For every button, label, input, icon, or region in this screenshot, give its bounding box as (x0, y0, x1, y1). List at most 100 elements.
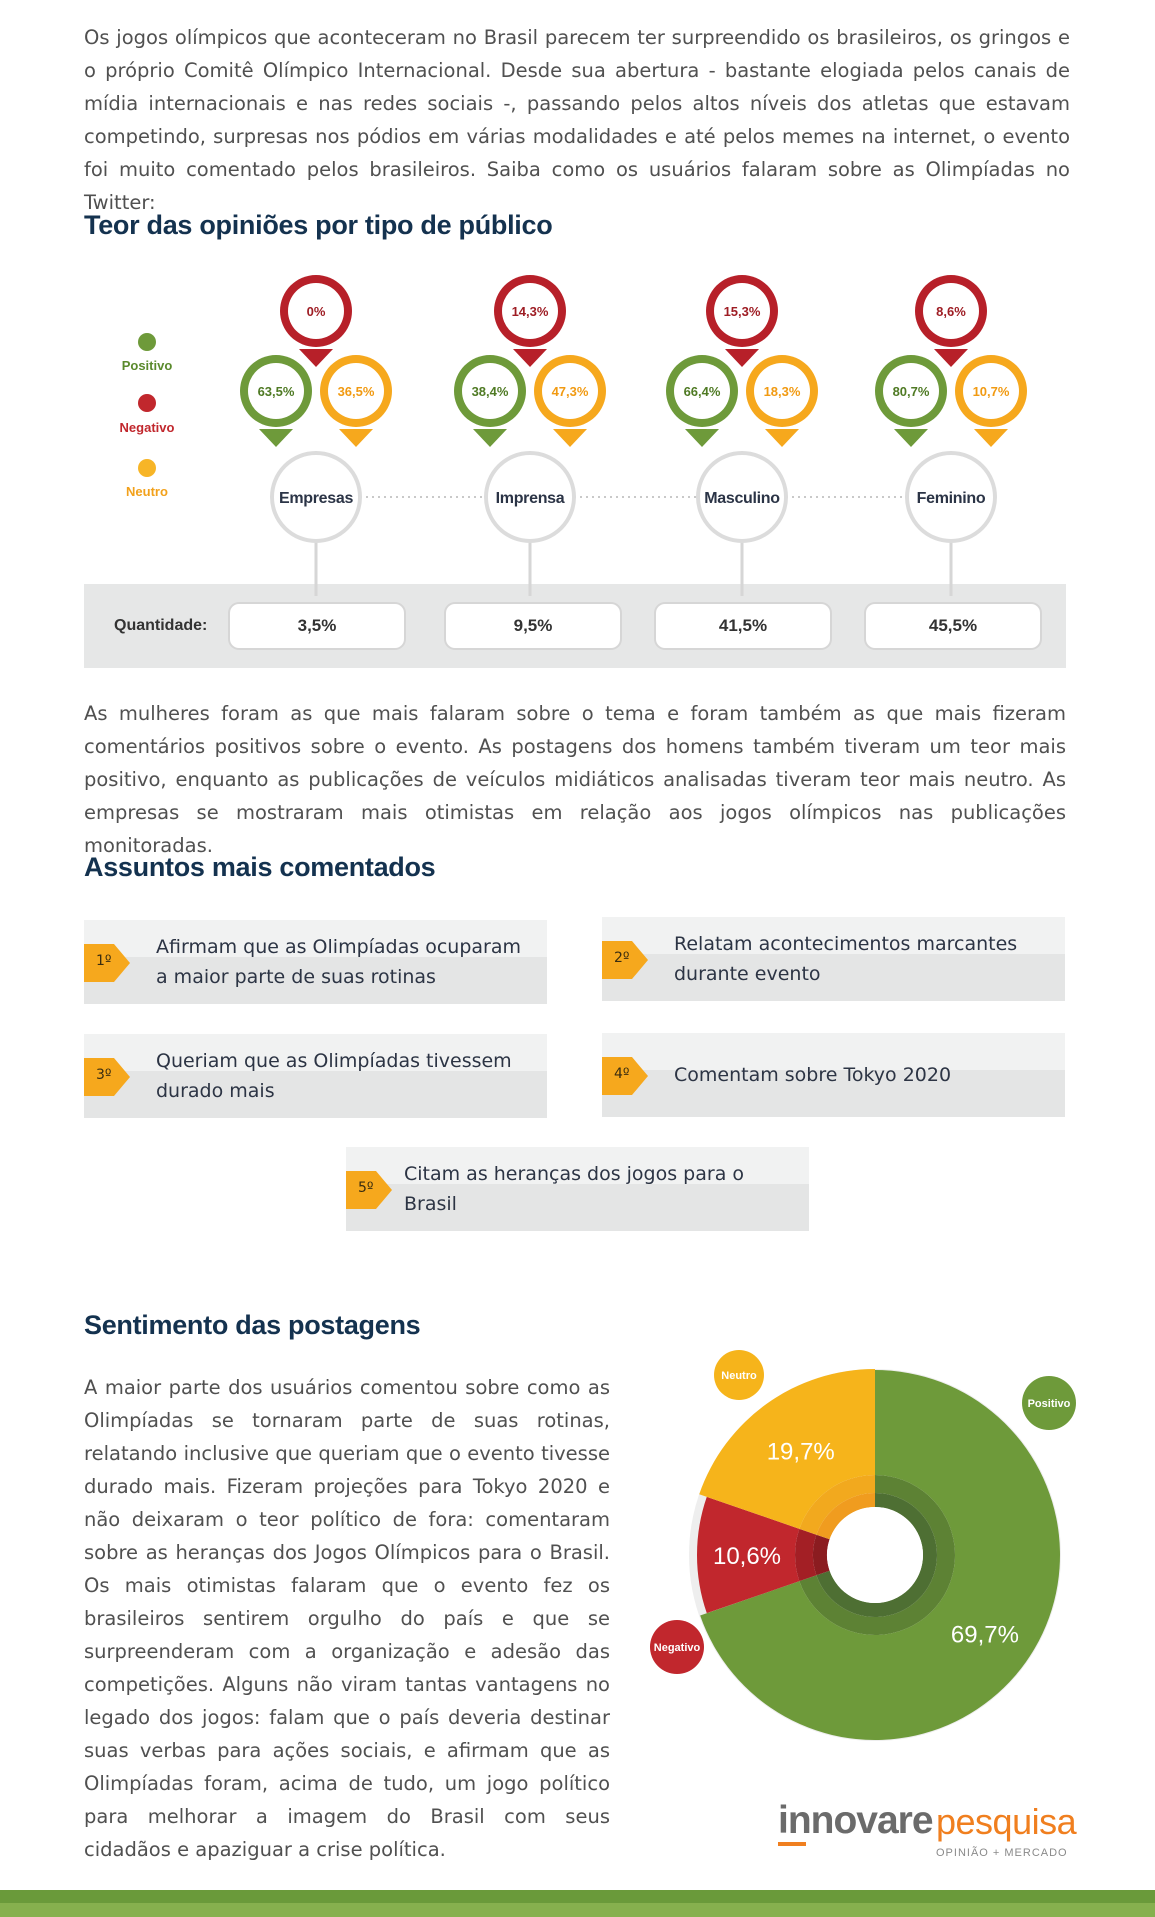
quantity-value: 9,5% (449, 607, 617, 645)
legend-positive-label: Positivo (121, 358, 173, 373)
category-circle (905, 451, 997, 543)
sentiment-bubble (714, 1350, 764, 1400)
pin-center (502, 283, 558, 339)
pin-pointer (765, 429, 799, 447)
positive-pin: 63,5% (240, 355, 312, 447)
pin-value-label: 66,4% (684, 384, 721, 399)
positive-pin: 66,4% (666, 355, 738, 447)
negative-pin: 14,3% (494, 275, 566, 367)
topic-text: Comentam sobre Tokyo 2020 (674, 1064, 952, 1086)
sentiment-bubble-label: Positivo (1028, 1398, 1071, 1410)
logo-part2: pesquisa (936, 1801, 1077, 1842)
quantity-value: 3,5% (233, 607, 401, 645)
pie-slice-core-band (816, 1493, 875, 1540)
quantity-label: Quantidade: (114, 617, 208, 634)
category-label: Empresas (279, 490, 353, 507)
topic-text: Queriam que as Olimpíadas tivessem durad… (156, 1050, 512, 1102)
positive-pin: 80,7% (875, 355, 947, 447)
topic-card: 3º Queriam que as Olimpíadas tivessem du… (84, 1034, 547, 1118)
sentiment-bubble (650, 1620, 704, 1674)
negative-pin: 0% (280, 275, 352, 367)
category-label: Imprensa (496, 490, 565, 507)
pin-center (248, 363, 304, 419)
pin-pointer (685, 429, 719, 447)
category-label: Feminino (917, 490, 986, 507)
legend-neutral-dot (138, 459, 156, 477)
pin-center (754, 363, 810, 419)
topic-card: 4º Comentam sobre Tokyo 2020 (602, 1033, 1065, 1117)
topic-card: 5º Citam as heranças dos jogos para o Br… (346, 1147, 809, 1231)
pin-center (714, 283, 770, 339)
pin-pointer (974, 429, 1008, 447)
category-circle (484, 451, 576, 543)
pin-pointer (725, 349, 759, 367)
neutral-pin: 47,3% (534, 355, 606, 447)
pin-pointer (934, 349, 968, 367)
neutral-pin: 36,5% (320, 355, 392, 447)
quantity-value: 41,5% (659, 607, 827, 645)
category-label: Masculino (704, 490, 780, 507)
pin-center (288, 283, 344, 339)
pie-slice (697, 1496, 800, 1614)
pin-value-label: 80,7% (893, 384, 930, 399)
innovare-logo: innovare pesquisa OPINIÃO + MERCADO (778, 1799, 1078, 1865)
sentiment-paragraph: A maior parte dos usuários comentou sobr… (84, 1376, 610, 1861)
pin-value-label: 15,3% (724, 304, 761, 319)
pin-value-label: 47,3% (552, 384, 589, 399)
section-title-opinions: Teor das opiniões por tipo de público (84, 210, 553, 240)
opinion-pins-chart: 0% 63,5% 36,5% Empresas 14,3% 38,4% 47,3% Impre… (240, 275, 1027, 596)
topic-text: Relatam acontecimentos marcantes durante… (674, 933, 1018, 985)
category-circle (696, 451, 788, 543)
pie-hole (827, 1507, 923, 1603)
pin-value-label: 63,5% (258, 384, 295, 399)
pie-slice-inner-band (799, 1475, 875, 1535)
topic-card: 1º Afirmam que as Olimpíadas ocuparam a … (84, 920, 547, 1004)
pin-center (883, 363, 939, 419)
rank-tag-icon (346, 1171, 392, 1209)
pin-value-label: 14,3% (512, 304, 549, 319)
opinion-summary-paragraph: As mulheres foram as que mais falaram so… (84, 702, 1066, 857)
pin-pointer (299, 349, 333, 367)
pin-center (462, 363, 518, 419)
pie-slice-label: 69,7% (951, 1621, 1019, 1648)
rank-tag-icon (84, 944, 130, 982)
positive-pin: 38,4% (454, 355, 526, 447)
pie-slice-inner-band (795, 1528, 817, 1582)
pin-value-label: 10,7% (973, 384, 1010, 399)
negative-pin: 15,3% (706, 275, 778, 367)
pin-value-label: 0% (307, 304, 326, 319)
pin-value-label: 38,4% (472, 384, 509, 399)
pin-value-label: 8,6% (936, 304, 966, 319)
pin-center (328, 363, 384, 419)
rank-tag-icon (602, 941, 648, 979)
pin-pointer (339, 429, 373, 447)
topic-rank: 2º (614, 950, 630, 966)
footer-band-light (0, 1903, 1155, 1917)
negative-pin: 8,6% (915, 275, 987, 367)
topic-text: Citam as heranças dos jogos para o Brasi… (404, 1163, 744, 1215)
pie-slice-label: 19,7% (767, 1439, 835, 1466)
pin-value-label: 36,5% (338, 384, 375, 399)
pin-pointer (894, 429, 928, 447)
sentiment-pie-chart: 69,7% 10,6% 19,7% Neutro Positivo Negativo (650, 1350, 1076, 1741)
rank-tag-icon (84, 1058, 130, 1096)
legend-positive-dot (138, 333, 156, 351)
pin-center (963, 363, 1019, 419)
pie-slice-core-band (813, 1534, 830, 1576)
pin-pointer (513, 349, 547, 367)
section-title-topics: Assuntos mais comentados (84, 852, 436, 882)
topic-card: 2º Relatam acontecimentos marcantes dura… (602, 917, 1065, 1001)
rank-tag-icon (602, 1057, 648, 1095)
logo-tagline: OPINIÃO + MERCADO (936, 1847, 1068, 1859)
pin-center (674, 363, 730, 419)
pin-center (923, 283, 979, 339)
neutral-pin: 18,3% (746, 355, 818, 447)
legend-negative-label: Negativo (119, 420, 175, 435)
logo-part1: innovare (778, 1799, 934, 1842)
pie-slice (699, 1369, 875, 1529)
pie-slice (700, 1370, 1060, 1740)
pin-center (542, 363, 598, 419)
logo-mark-icon (778, 1842, 806, 1846)
intro-paragraph: Os jogos olímpicos que aconteceram no Br… (84, 26, 1070, 214)
topic-rank: 5º (358, 1180, 374, 1196)
